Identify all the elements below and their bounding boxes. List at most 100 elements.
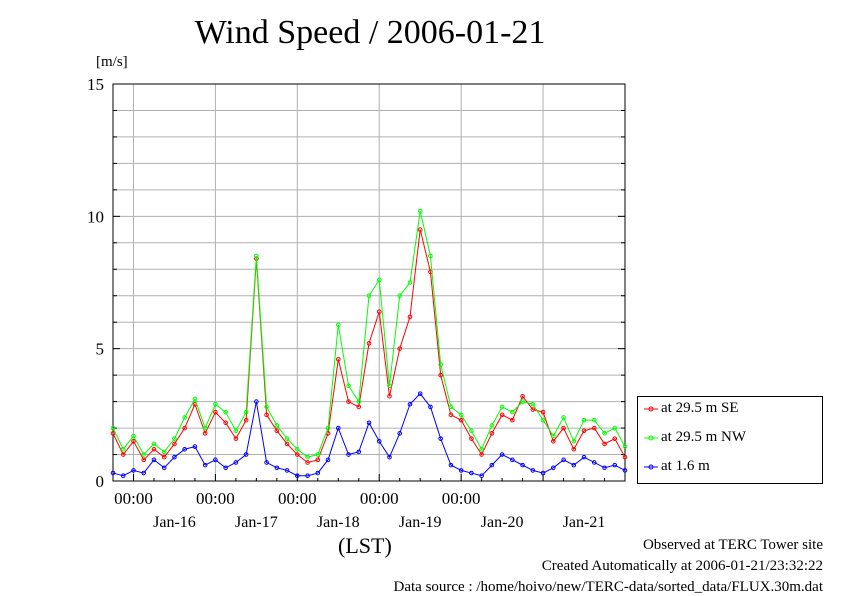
data-point xyxy=(356,399,362,404)
data-point xyxy=(151,441,157,447)
data-point xyxy=(499,404,505,410)
data-point xyxy=(591,425,597,431)
legend-label: at 29.5 m NW xyxy=(661,429,746,445)
data-point xyxy=(264,412,269,418)
data-point xyxy=(366,341,372,346)
data-point xyxy=(602,431,607,436)
data-point xyxy=(295,473,300,479)
legend-item-29-5m-nw: at 29.5 m NW xyxy=(638,428,822,450)
data-point xyxy=(120,452,126,457)
data-point xyxy=(551,439,556,444)
data-point xyxy=(571,439,577,444)
y-tick-label: 10 xyxy=(87,207,104,226)
data-point xyxy=(479,446,484,452)
data-point xyxy=(264,404,269,410)
legend-label: at 29.5 m SE xyxy=(661,400,739,416)
data-point xyxy=(561,457,566,463)
data-point xyxy=(335,322,341,328)
data-point xyxy=(223,420,228,426)
data-point xyxy=(305,473,310,479)
data-point xyxy=(213,401,218,407)
data-point xyxy=(417,208,423,214)
data-point xyxy=(151,457,157,463)
legend-item-29-5m-se: at 29.5 m SE xyxy=(638,399,822,421)
series-line-0 xyxy=(112,229,626,464)
data-point xyxy=(305,454,310,460)
legend-label: at 1.6 m xyxy=(661,458,710,474)
data-point xyxy=(622,468,628,473)
data-point xyxy=(387,394,392,399)
data-point xyxy=(202,462,208,468)
data-point xyxy=(540,417,546,423)
data-point xyxy=(448,412,454,418)
data-point xyxy=(428,404,433,410)
data-point xyxy=(356,449,362,455)
x-date-label: Jan-17 xyxy=(235,514,278,531)
data-point xyxy=(335,425,341,431)
data-point xyxy=(233,436,239,441)
x-time-label: 00:00 xyxy=(360,489,399,508)
data-point xyxy=(182,446,187,452)
data-point xyxy=(223,409,228,415)
data-point xyxy=(581,454,587,460)
data-point xyxy=(325,457,331,463)
data-point xyxy=(243,452,249,457)
data-point xyxy=(612,425,618,431)
data-point xyxy=(161,465,167,471)
data-point xyxy=(551,433,556,439)
data-point xyxy=(376,309,382,314)
data-point xyxy=(182,425,187,431)
data-point xyxy=(448,404,454,410)
data-point xyxy=(131,433,136,439)
data-point xyxy=(376,439,382,444)
data-point xyxy=(366,293,372,299)
data-point xyxy=(591,460,597,465)
data-point xyxy=(397,431,403,436)
x-axis-label: (LST) xyxy=(338,533,392,558)
data-point xyxy=(233,460,239,465)
data-point xyxy=(530,401,536,407)
data-point xyxy=(602,441,607,447)
data-point xyxy=(407,314,413,320)
data-point xyxy=(510,409,515,415)
legend-item-1-6m: at 1.6 m xyxy=(638,457,822,479)
data-point xyxy=(612,462,618,468)
data-point xyxy=(622,444,628,449)
data-point xyxy=(295,452,300,457)
data-point xyxy=(417,391,423,396)
data-point xyxy=(530,407,536,412)
data-point xyxy=(284,468,290,473)
data-point xyxy=(284,441,290,447)
y-axis-unit: [m/s] xyxy=(96,54,128,70)
data-point xyxy=(530,468,536,473)
data-point xyxy=(458,412,464,418)
plot-area xyxy=(112,83,626,482)
data-point xyxy=(520,399,525,404)
data-point xyxy=(161,454,167,460)
data-point xyxy=(469,436,474,441)
data-point xyxy=(571,462,577,468)
data-point xyxy=(622,454,628,460)
data-point xyxy=(120,446,126,452)
data-point xyxy=(376,277,382,283)
data-point xyxy=(182,415,187,420)
data-point xyxy=(366,420,372,426)
data-point xyxy=(346,452,351,457)
data-point xyxy=(151,446,157,452)
data-point xyxy=(489,431,495,436)
data-point xyxy=(264,460,269,465)
data-point xyxy=(561,425,566,431)
data-point xyxy=(213,409,218,415)
data-point xyxy=(510,417,515,423)
x-date-label: Jan-21 xyxy=(563,514,606,531)
footer-created: Created Automatically at 2006-01-21/23:3… xyxy=(541,558,823,574)
data-point xyxy=(561,415,566,420)
data-point xyxy=(489,423,495,428)
data-point xyxy=(110,470,116,476)
data-point xyxy=(110,425,116,431)
data-point xyxy=(469,428,474,434)
data-point xyxy=(120,473,126,479)
data-point xyxy=(499,452,505,457)
data-point xyxy=(540,470,546,476)
data-point xyxy=(479,473,484,479)
